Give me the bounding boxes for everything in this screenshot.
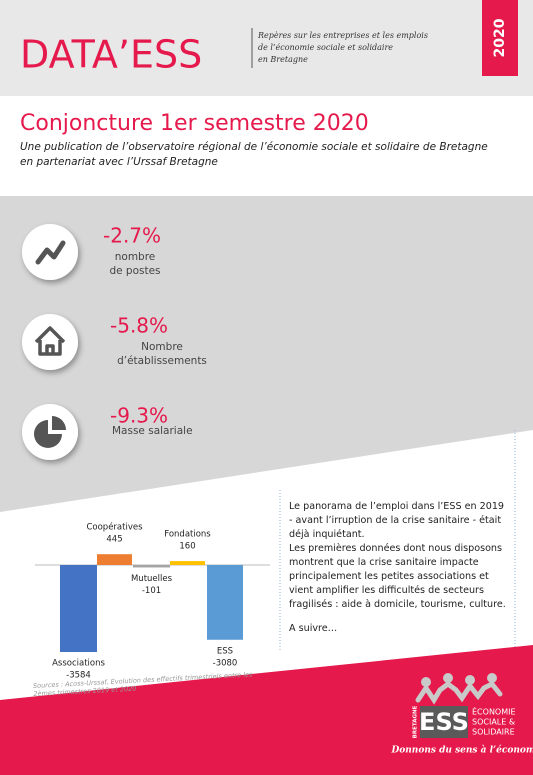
logo-figures: [415, 673, 503, 705]
subtitle: Une publication de l’observatoire région…: [20, 141, 488, 168]
stat-label: d’établissements: [117, 355, 207, 367]
chart: Associations -3584 Coopératives 445 Mutuelle…: [52, 522, 243, 681]
header-band: [0, 0, 533, 96]
pie-icon: [52, 416, 66, 430]
subtitle-line: en partenariat avec l’Urssaf Bretagne: [20, 156, 218, 168]
stat-value: -9.3%: [110, 404, 168, 428]
logo-slogan: Donnons du sens à l’économie: [390, 745, 533, 756]
tagline-line: de l’économie sociale et solidaire: [258, 43, 393, 52]
stat-label: de postes: [109, 265, 160, 277]
gray-panel: [0, 196, 533, 512]
icon-circle: [22, 314, 78, 370]
tagline-line: en Bretagne: [258, 55, 308, 64]
logo-region: BRETAGNE: [413, 705, 419, 738]
pink-band: [0, 645, 533, 775]
value-label: 445: [106, 535, 122, 545]
house-icon: [34, 326, 66, 356]
year: 2020: [492, 18, 508, 57]
bar: [207, 565, 243, 640]
logo-name-line: SOCIALE &: [472, 718, 515, 727]
stat-value: -2.7%: [103, 224, 161, 248]
category-label: Fondations: [164, 530, 211, 540]
category-label: Associations: [52, 659, 105, 669]
pie-icon: [34, 420, 62, 448]
stat-label: nombre: [115, 251, 156, 263]
category-label: ESS: [217, 646, 233, 656]
title: Conjoncture 1er semestre 2020: [20, 111, 369, 136]
value-label: -3584: [66, 671, 91, 681]
value-label: -101: [142, 586, 161, 596]
trend-icon: [35, 240, 66, 265]
paragraph: A suivre…: [289, 623, 338, 634]
logo-name-line: SOLIDAIRE: [472, 728, 515, 737]
category-label: Mutuelles: [131, 574, 173, 584]
category-label: Coopératives: [86, 522, 143, 533]
stats: -2.7% nombre de postes -5.8% Nombre d’établis…: [22, 224, 207, 460]
value-label: -3080: [213, 658, 238, 668]
logo-box: [420, 706, 468, 738]
stat-label: Masse salariale: [112, 425, 193, 437]
paragraph: Le panorama de l’emploi dans l’ESS en 20…: [289, 501, 505, 540]
bar: [60, 565, 97, 652]
brand: DATA’ESS: [20, 33, 202, 77]
logo-acronym: ESS: [419, 708, 469, 736]
stat-value: -5.8%: [110, 314, 168, 338]
value-label: 160: [179, 542, 195, 552]
tagline: Repères sur les entreprises et les emplo…: [257, 31, 428, 64]
bar: [133, 565, 170, 568]
subtitle-line: Une publication de l’observatoire région…: [20, 141, 488, 153]
commentary: Le panorama de l’emploi dans l’ESS en 20…: [289, 500, 509, 636]
bar: [97, 554, 132, 565]
paragraph: Les premières données dont nous disposon…: [289, 543, 506, 610]
logo-name-line: ÉCONOMIE: [472, 706, 516, 717]
tagline-line: Repères sur les entreprises et les emplo…: [257, 31, 428, 40]
bar: [170, 561, 205, 565]
stat-label: Nombre: [141, 341, 183, 353]
icon-circle: [22, 404, 78, 460]
year-box: [482, 0, 518, 76]
